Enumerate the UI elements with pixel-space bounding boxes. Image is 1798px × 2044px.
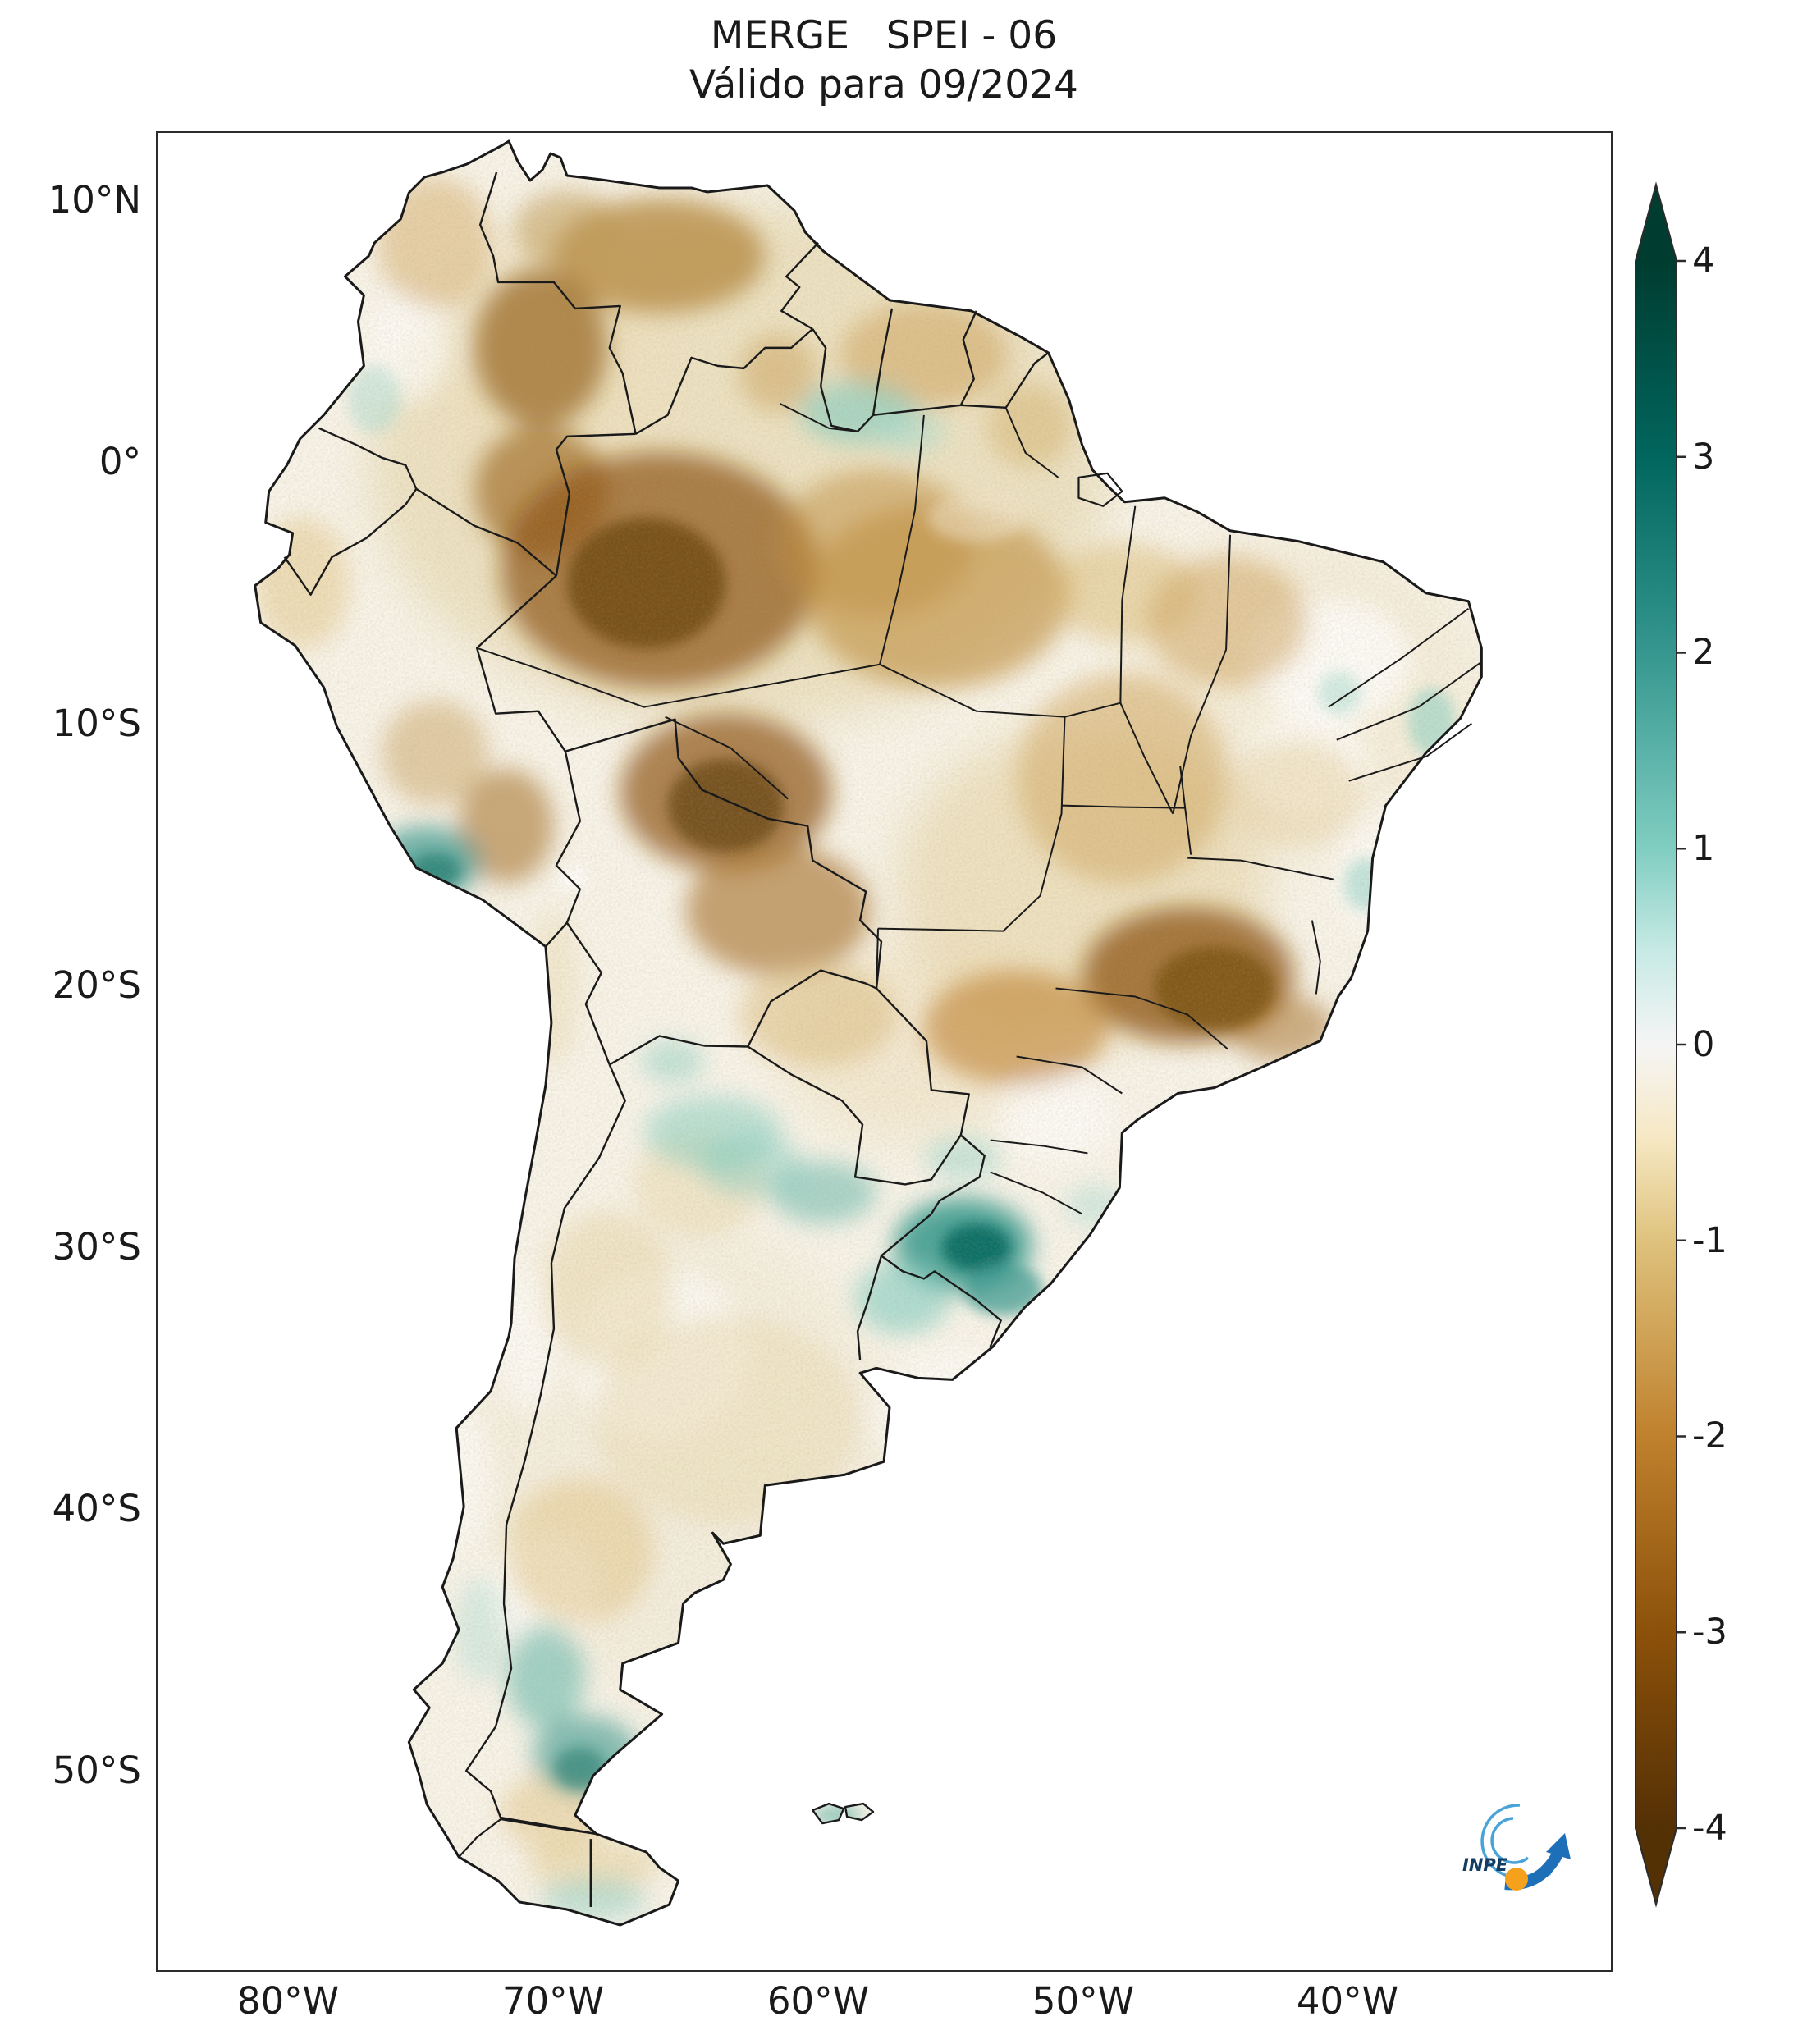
lon-tick-50w: 50°W [1032,1979,1135,2023]
map-plot-area: INPE [156,131,1613,1972]
logo-orange-dot [1505,1868,1528,1891]
lat-tick-10n: 10°N [48,177,141,222]
cbar-tick-0: 0 [1692,1024,1715,1065]
lat-tick-0: 0° [98,439,141,483]
cbar-tick-1: 1 [1692,828,1715,869]
colorbar [1635,181,1686,1908]
cbar-tick-m4: -4 [1692,1808,1727,1849]
lat-tick-40s: 40°S [52,1486,141,1530]
lat-tick-20s: 20°S [52,963,141,1007]
lon-tick-70w: 70°W [501,1979,605,2023]
page-subtitle: Válido para 09/2024 [689,62,1078,107]
south-america-spei-map [254,139,1483,1927]
cbar-tick-4: 4 [1692,240,1715,281]
lat-tick-10s: 10°S [52,701,141,745]
lon-tick-40w: 40°W [1296,1979,1399,2023]
colorbar-gradient [1635,181,1677,1908]
logo-text: INPE [1462,1855,1508,1875]
inpe-logo: INPE [1438,1782,1594,1914]
lat-tick-30s: 30°S [52,1224,141,1269]
country-borders [283,171,1050,1908]
spei-raster-layer [254,140,1482,1926]
lon-tick-80w: 80°W [236,1979,340,2023]
lon-tick-60w: 60°W [766,1979,870,2023]
cbar-tick-3: 3 [1692,437,1715,478]
page-title: MERGE SPEI - 06 [710,13,1058,58]
logo-arrowhead [1546,1833,1571,1859]
cbar-tick-m1: -1 [1692,1220,1727,1261]
cbar-tick-2: 2 [1692,632,1715,673]
lat-tick-50s: 50°S [52,1748,141,1792]
cbar-tick-m2: -2 [1692,1415,1727,1456]
coastline [254,139,1483,1927]
colorbar-ticks [1677,259,1686,1830]
state-borders [476,402,1482,1215]
cbar-tick-m3: -3 [1692,1612,1727,1653]
